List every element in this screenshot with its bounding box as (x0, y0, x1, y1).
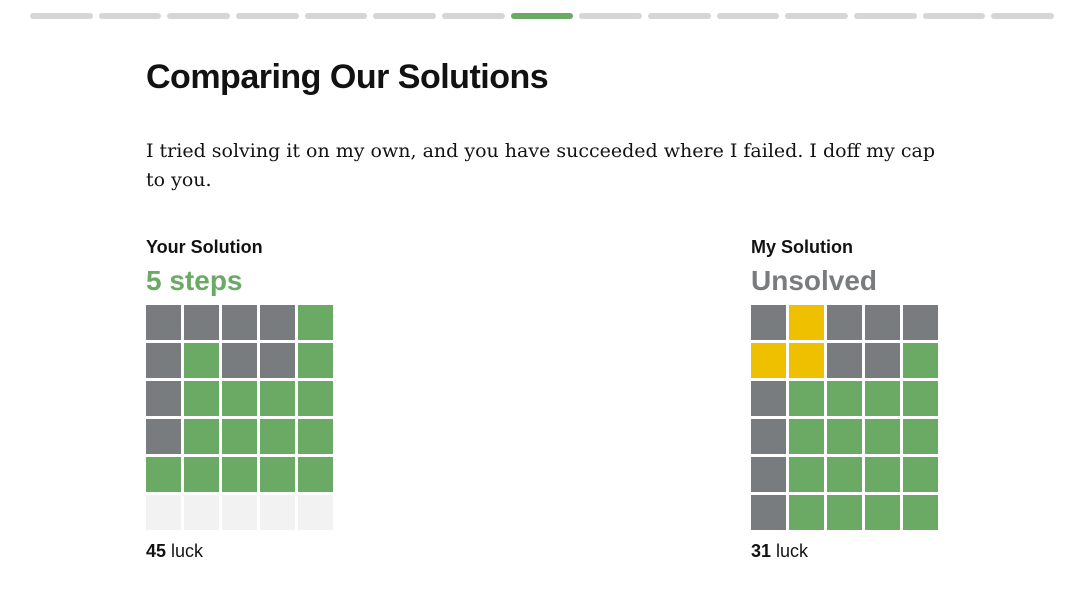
tile (827, 457, 862, 492)
tile (298, 419, 333, 454)
progress-segment (167, 13, 231, 19)
tile (184, 343, 219, 378)
tile (298, 457, 333, 492)
tile (789, 419, 824, 454)
tile (298, 495, 333, 530)
progress-bar (30, 13, 1055, 19)
tile (903, 419, 938, 454)
progress-segment (373, 13, 437, 19)
tile (222, 495, 257, 530)
progress-segment (236, 13, 299, 19)
tile (184, 419, 219, 454)
tile (260, 343, 295, 378)
tile (865, 457, 900, 492)
solution-result: 5 steps (146, 265, 243, 296)
progress-segment (98, 13, 162, 19)
tile (903, 457, 938, 492)
tile (903, 381, 938, 416)
tile-grid (751, 305, 938, 530)
progress-segment (30, 13, 93, 19)
tile (146, 381, 181, 416)
progress-segment (510, 13, 574, 19)
luck-label: luck (171, 541, 204, 561)
tile (865, 381, 900, 416)
progress-segment (716, 13, 780, 19)
luck: 45 luck (146, 541, 333, 562)
tile (903, 495, 938, 530)
luck-value: 45 (146, 541, 167, 561)
intro-text: I tried solving it on my own, and you ha… (146, 140, 936, 191)
tile (260, 419, 295, 454)
tile (865, 343, 900, 378)
tile-grid (146, 305, 333, 530)
tile (751, 457, 786, 492)
tile (865, 305, 900, 340)
tile (298, 343, 333, 378)
tile (222, 305, 257, 340)
tile (789, 305, 824, 340)
progress-segment (991, 13, 1055, 19)
progress-segment (442, 13, 505, 19)
tile (146, 457, 181, 492)
progress-segment (785, 13, 849, 19)
tile (222, 343, 257, 378)
solution-label: My Solution (751, 237, 853, 257)
tile (146, 495, 181, 530)
tile (827, 419, 862, 454)
tile (865, 419, 900, 454)
tile (184, 381, 219, 416)
tile (146, 419, 181, 454)
luck: 31 luck (751, 541, 938, 562)
tile (184, 305, 219, 340)
tile (751, 305, 786, 340)
tile (865, 495, 900, 530)
tile (789, 457, 824, 492)
solution-label: Your Solution (146, 237, 263, 257)
tile (260, 495, 295, 530)
tile (751, 381, 786, 416)
solution: My Solution Unsolved 31 luck (751, 237, 938, 562)
tile (751, 343, 786, 378)
tile (751, 495, 786, 530)
tile (184, 495, 219, 530)
tile (903, 305, 938, 340)
tile (222, 381, 257, 416)
progress-segment (579, 13, 643, 19)
title: Comparing Our Solutions (146, 58, 549, 96)
solution-result: Unsolved (751, 265, 878, 296)
luck-label: luck (776, 541, 809, 561)
tile (827, 381, 862, 416)
tile (146, 305, 181, 340)
tile (298, 305, 333, 340)
tile (184, 457, 219, 492)
tile (222, 457, 257, 492)
tile (789, 495, 824, 530)
tile (222, 419, 257, 454)
tile (260, 381, 295, 416)
tile (260, 457, 295, 492)
tile (827, 343, 862, 378)
tile (751, 419, 786, 454)
progress-segment (648, 13, 711, 19)
progress-segment (304, 13, 368, 19)
tile (789, 343, 824, 378)
solution: Your Solution 5 steps 45 luck (146, 237, 333, 562)
tile (146, 343, 181, 378)
tile (827, 305, 862, 340)
tile (298, 381, 333, 416)
tile (789, 381, 824, 416)
progress-segment (922, 13, 986, 19)
luck-value: 31 (751, 541, 772, 561)
tile (260, 305, 295, 340)
progress-segment (854, 13, 917, 19)
tile (903, 343, 938, 378)
tile (827, 495, 862, 530)
